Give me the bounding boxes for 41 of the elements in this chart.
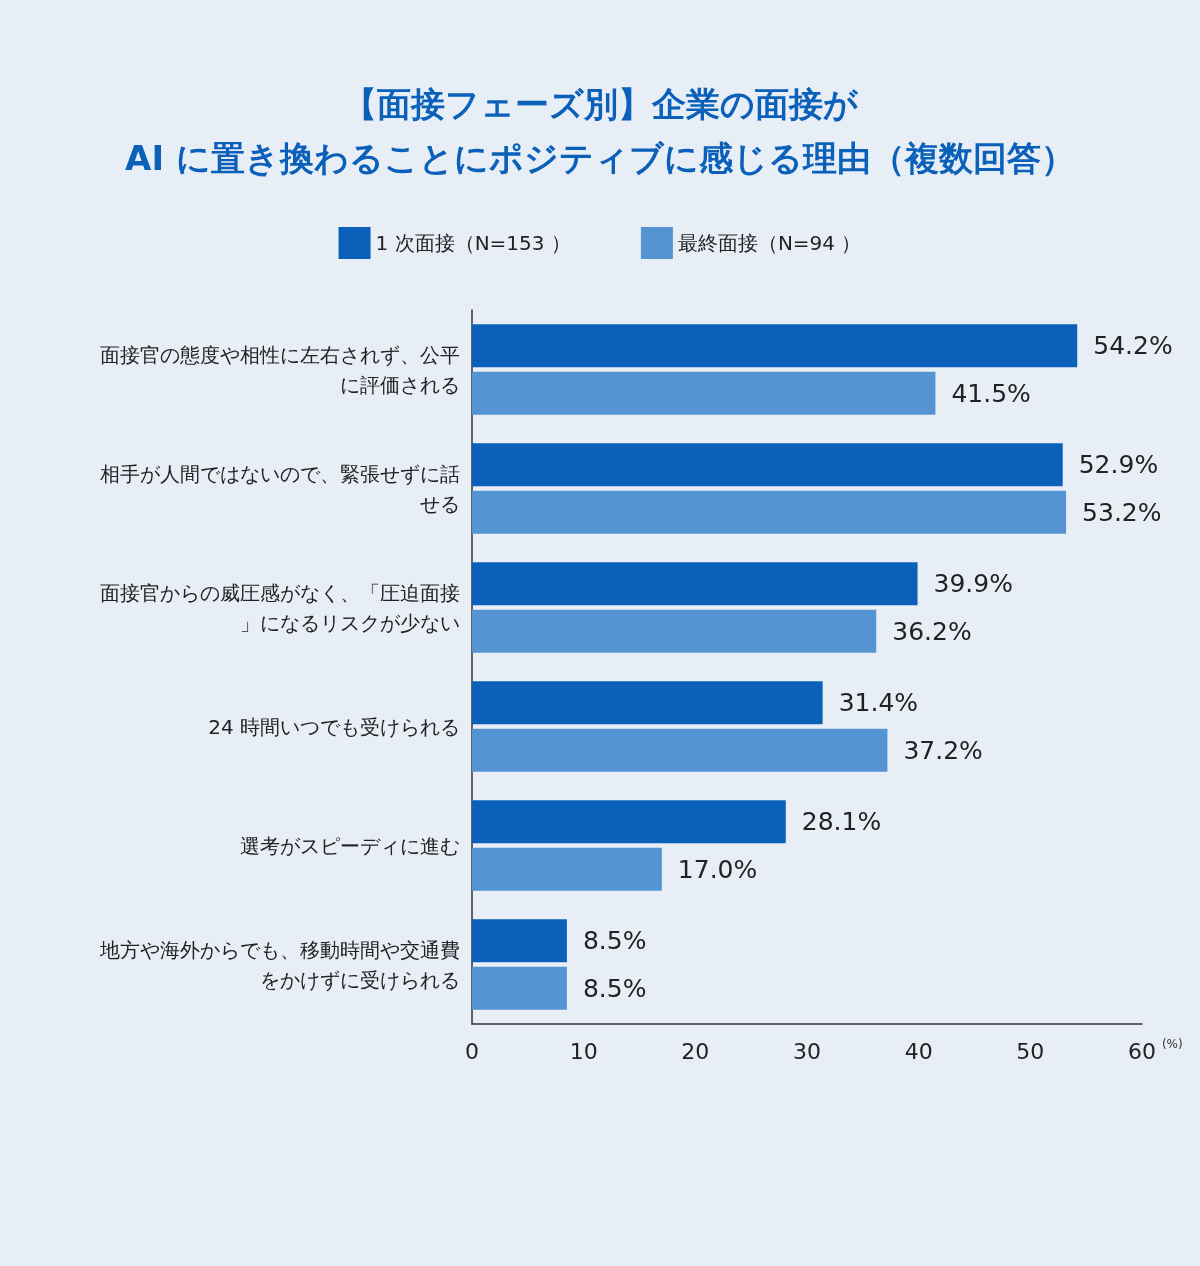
- bar: [472, 490, 1067, 534]
- y-tick-label: 面接官の態度や相性に左右されず、公平に評価される: [100, 342, 460, 397]
- bar: [472, 919, 567, 963]
- data-label: 41.5%: [951, 378, 1031, 408]
- data-label: 8.5%: [582, 926, 647, 956]
- legend-label: 1 次面接（N=153 ）: [375, 231, 571, 255]
- x-tick-label: 50: [1016, 1038, 1045, 1064]
- data-label: 28.1%: [801, 807, 882, 837]
- y-tick-label: 相手が人間ではないので、緊張せずに話せる: [100, 461, 460, 516]
- data-label: 8.5%: [582, 973, 647, 1003]
- chart-title: 【面接フェーズ別】企業の面接が AI に置き換わることにポジティブに感じる理由（複数回答）: [125, 84, 1075, 178]
- x-tick-label: 60: [1128, 1038, 1156, 1064]
- data-label: 37.2%: [903, 735, 983, 765]
- bar: [472, 800, 786, 844]
- x-tick-label: 0: [465, 1038, 479, 1064]
- bar: [472, 443, 1063, 487]
- y-tick-label: 24 時間いつでも受けられる: [208, 714, 460, 739]
- data-label: 31.4%: [838, 688, 919, 718]
- data-label: 52.9%: [1078, 450, 1159, 480]
- data-label: 54.2%: [1093, 331, 1173, 361]
- x-tick-label: 10: [569, 1038, 598, 1064]
- legend-label: 最終面接（N=94 ）: [677, 231, 862, 255]
- bar: [472, 728, 888, 772]
- data-label: 17.0%: [677, 854, 758, 884]
- x-tick-label: 40: [904, 1038, 933, 1064]
- bar: [472, 847, 662, 891]
- data-label: 36.2%: [892, 616, 972, 646]
- y-tick-label: 面接官からの威圧感がなく、「圧迫面接」になるリスクが少ない: [100, 580, 460, 635]
- bar: [472, 324, 1078, 368]
- bar: [472, 562, 918, 606]
- x-tick-label: 30: [793, 1038, 821, 1064]
- data-label: 53.2%: [1082, 497, 1162, 527]
- bar: [472, 966, 567, 1010]
- x-tick-label: 20: [681, 1038, 710, 1064]
- x-axis-title: (%): [1161, 1037, 1183, 1051]
- data-label: 39.9%: [933, 569, 1013, 599]
- bar: [472, 371, 936, 415]
- bar: [472, 609, 877, 653]
- y-tick-label: 選考がスピーディに進む: [240, 833, 460, 858]
- bar: [472, 681, 823, 725]
- y-tick-label: 地方や海外からでも、移動時間や交通費をかけずに受けられる: [99, 937, 460, 992]
